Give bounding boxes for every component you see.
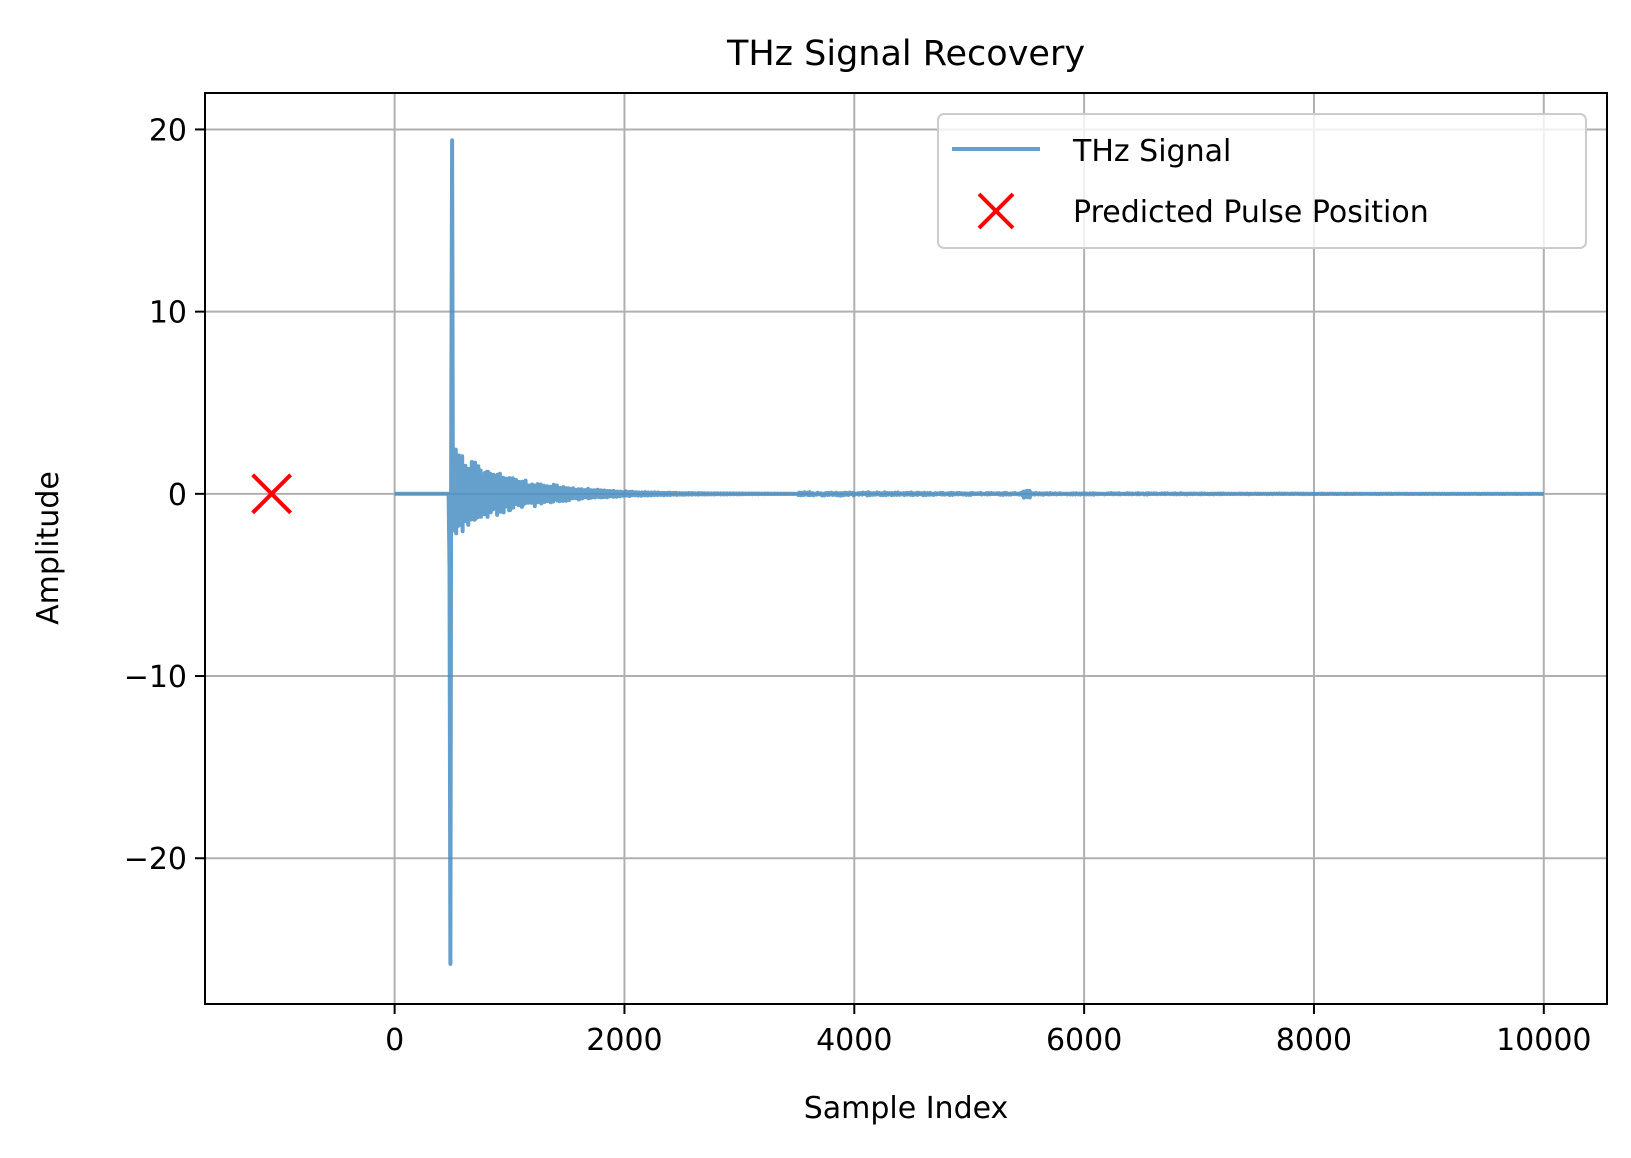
y-tick-label: −20: [124, 842, 187, 877]
series-layer: [251, 138, 1546, 966]
x-tick-label: 0: [385, 1023, 404, 1058]
y-tick-label: 0: [168, 478, 187, 513]
x-axis-ticks: 0 2000 4000 6000 8000 10000: [385, 1004, 1592, 1058]
legend-swatch-predicted-pulse-position: [977, 192, 1015, 230]
legend-label-predicted-pulse-position: Predicted Pulse Position: [1073, 195, 1429, 230]
y-axis-ticks: −20 −10 0 10 20: [124, 113, 205, 877]
x-axis-label: Sample Index: [804, 1091, 1009, 1126]
legend-marker-x-stroke-b: [977, 192, 1015, 230]
legend: THz Signal Predicted Pulse Position: [937, 113, 1587, 249]
x-tick-label: 8000: [1276, 1023, 1352, 1058]
x-tick-label: 4000: [816, 1023, 892, 1058]
legend-box: [937, 113, 1587, 249]
y-axis-label: Amplitude: [31, 471, 66, 625]
marker-x-stroke-b: [251, 473, 293, 515]
marker-predicted-pulse-position: [251, 473, 293, 515]
y-tick-label: 20: [149, 113, 187, 148]
chart-title: THz Signal Recovery: [726, 34, 1085, 74]
y-tick-label: 10: [149, 296, 187, 331]
x-tick-label: 2000: [586, 1023, 662, 1058]
x-tick-label: 6000: [1046, 1023, 1122, 1058]
legend-label-thz-signal: THz Signal: [1072, 134, 1231, 169]
y-tick-label: −10: [124, 660, 187, 695]
axes-frame: [204, 92, 1608, 1005]
x-tick-label: 10000: [1496, 1023, 1591, 1058]
series-line-thz-signal: [393, 138, 1546, 966]
